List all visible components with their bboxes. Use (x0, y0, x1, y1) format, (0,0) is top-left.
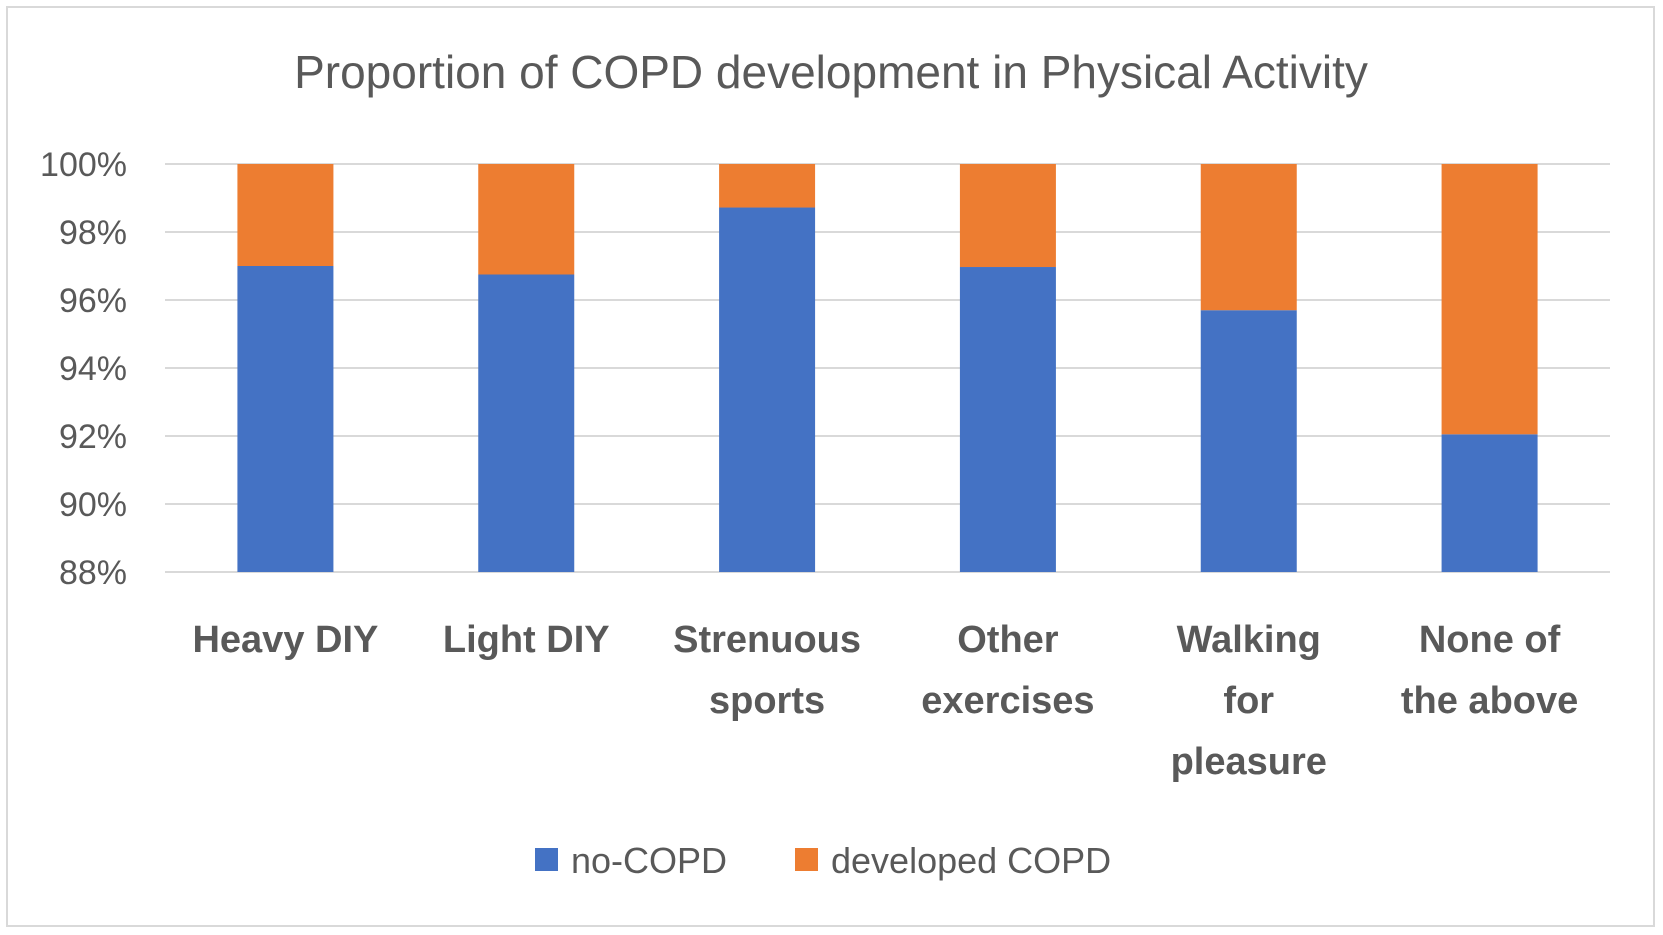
x-tick-label: Other exercises (921, 619, 1094, 722)
bar-developed-copd (959, 164, 1056, 268)
legend-label-no-copd: no-COPD (571, 840, 727, 881)
bar-developed-copd (1441, 164, 1538, 435)
bar-no-copd (237, 266, 334, 572)
bar-no-copd (478, 274, 575, 572)
legend-swatch-developed-copd (795, 848, 818, 871)
y-tick-label: 100% (40, 146, 127, 184)
bar-developed-copd (237, 164, 334, 266)
y-tick-label: 90% (59, 486, 127, 524)
legend: no-COPD developed COPD (535, 840, 1111, 881)
bar-no-copd (1200, 310, 1297, 572)
x-axis-tick-labels: Heavy DIY Light DIY Strenuous sports Other ex… (192, 619, 1578, 783)
y-tick-label: 94% (59, 350, 127, 388)
y-tick-label: 92% (59, 418, 127, 456)
y-tick-label: 96% (59, 282, 127, 320)
bar-developed-copd (478, 164, 575, 275)
bar-developed-copd (719, 164, 816, 208)
gridlines (165, 163, 1610, 573)
y-tick-label: 98% (59, 214, 127, 252)
x-tick-label: Light DIY (443, 619, 610, 661)
legend-label-developed-copd: developed COPD (831, 840, 1111, 881)
x-tick-label: Heavy DIY (192, 619, 378, 661)
bar-no-copd (719, 207, 816, 572)
bar-no-copd (959, 267, 1056, 572)
x-tick-label: None of the above (1401, 619, 1578, 722)
bar-developed-copd (1200, 164, 1297, 311)
legend-swatch-no-copd (535, 848, 558, 871)
bars (237, 164, 1538, 572)
bar-no-copd (1441, 434, 1538, 572)
y-tick-label: 88% (59, 554, 127, 592)
x-tick-label: Strenuous sports (673, 619, 861, 722)
y-axis-tick-labels: 88% 90% 92% 94% 96% 98% 100% (40, 146, 127, 592)
chart-title: Proportion of COPD development in Physic… (294, 46, 1368, 98)
x-tick-label: Walking for pleasure (1171, 619, 1327, 783)
